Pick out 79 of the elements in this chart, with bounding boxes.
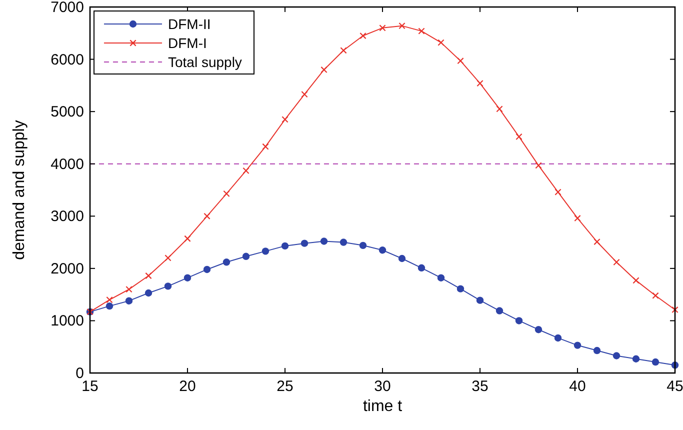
point (496, 307, 504, 314)
x-tick-label: 45 (666, 378, 683, 395)
point (378, 246, 386, 254)
point (632, 355, 640, 362)
point (652, 292, 659, 299)
point (534, 326, 542, 334)
y-tick-label: 6000 (50, 51, 84, 68)
point (535, 162, 542, 169)
point (496, 106, 503, 112)
point (476, 296, 484, 304)
y-tick-label: 0 (76, 365, 84, 382)
point (242, 167, 250, 174)
y-tick-label: 7000 (50, 0, 84, 16)
point (456, 285, 464, 292)
point (320, 238, 328, 245)
point (223, 190, 230, 198)
point (262, 143, 269, 150)
point (418, 28, 425, 34)
x-tick-label: 30 (374, 378, 391, 395)
point (574, 214, 581, 222)
point (612, 352, 620, 360)
x-axis-title: time t (362, 398, 403, 415)
point (438, 39, 444, 46)
legend-label: Total supply (168, 54, 242, 70)
point (476, 80, 484, 87)
point (320, 66, 328, 74)
point (106, 296, 113, 304)
point (301, 90, 308, 98)
point (242, 252, 250, 260)
point (281, 242, 289, 250)
legend-label: DFM-I (168, 35, 207, 51)
point (106, 302, 114, 310)
point (554, 334, 562, 342)
point (340, 47, 347, 54)
x-tick-label: 25 (276, 378, 294, 395)
point (515, 317, 523, 324)
y-tick-label: 3000 (50, 208, 84, 226)
point (398, 22, 406, 30)
point (300, 240, 308, 247)
point (418, 264, 426, 272)
y-tick-label: 2000 (50, 260, 84, 278)
point (184, 235, 191, 242)
x-tick-label: 35 (472, 378, 488, 395)
y-tick-label: 4000 (50, 156, 84, 173)
point (379, 24, 386, 32)
x-tick-label: 20 (179, 378, 196, 395)
point (574, 342, 582, 349)
y-tick-label: 5000 (50, 104, 84, 121)
point (672, 306, 678, 314)
point (652, 358, 660, 366)
point (222, 258, 230, 266)
x-tick-label: 15 (82, 378, 98, 395)
point (282, 116, 288, 123)
point (164, 282, 172, 290)
point (457, 58, 464, 64)
y-tick-label: 1000 (50, 312, 84, 330)
point (398, 254, 406, 262)
point (184, 274, 192, 282)
point (203, 266, 211, 274)
point (340, 238, 348, 246)
point (632, 277, 640, 284)
point (164, 254, 172, 262)
point (613, 258, 620, 266)
point (593, 346, 601, 354)
point (262, 248, 270, 255)
point (144, 289, 152, 297)
point (204, 212, 210, 220)
x-tick-label: 40 (569, 378, 586, 395)
point (145, 272, 152, 280)
point (594, 238, 600, 246)
legend-label: DFM-II (168, 16, 211, 32)
point (516, 133, 522, 140)
y-axis-title: demand and supply (11, 120, 28, 260)
point (359, 242, 367, 250)
point (554, 188, 562, 196)
point (125, 297, 133, 304)
point (360, 32, 366, 40)
point (437, 274, 445, 282)
point (126, 286, 132, 293)
